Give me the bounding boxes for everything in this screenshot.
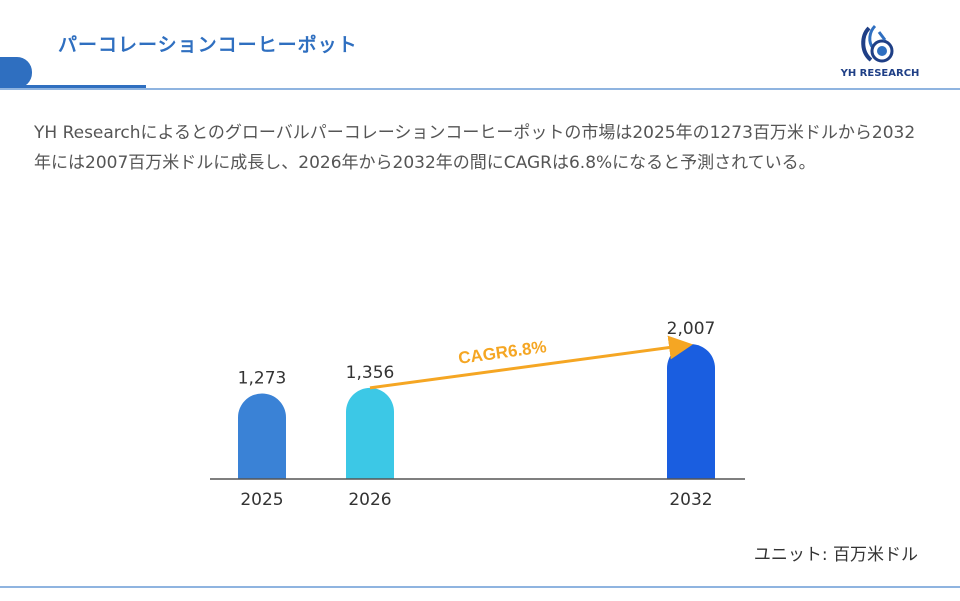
market-description: YH Researchによるとのグローバルパーコレーションコーヒーポットの市場は… <box>34 123 916 173</box>
logo-mark-icon <box>861 24 894 63</box>
logo-text: YH RESEARCH <box>840 68 920 79</box>
bar-2026 <box>346 387 394 479</box>
footer-divider <box>0 586 960 588</box>
header-tab-accent <box>0 57 32 88</box>
market-chart: 1,273 2025 1,356 2026 2,007 2032 CAGR6.8% <box>210 319 745 510</box>
page-title: パーコレーションコーヒーポット <box>58 34 358 56</box>
header-divider <box>0 88 960 90</box>
cagr-label: CAGR6.8% <box>457 337 548 368</box>
header-accent-bar <box>0 85 146 90</box>
bar-2025 <box>238 393 286 479</box>
tick-label-2026: 2026 <box>348 490 391 510</box>
value-label-2026: 1,356 <box>346 363 395 383</box>
value-label-2025: 1,273 <box>238 368 287 388</box>
brand-logo: YH RESEARCH <box>835 22 925 84</box>
unit-label: ユニット: 百万米ドル <box>753 545 918 565</box>
value-label-2032: 2,007 <box>667 319 716 339</box>
tick-label-2032: 2032 <box>669 490 712 510</box>
tick-label-2025: 2025 <box>240 490 283 510</box>
cagr-arrow <box>369 335 693 390</box>
bar-2032 <box>667 344 715 479</box>
